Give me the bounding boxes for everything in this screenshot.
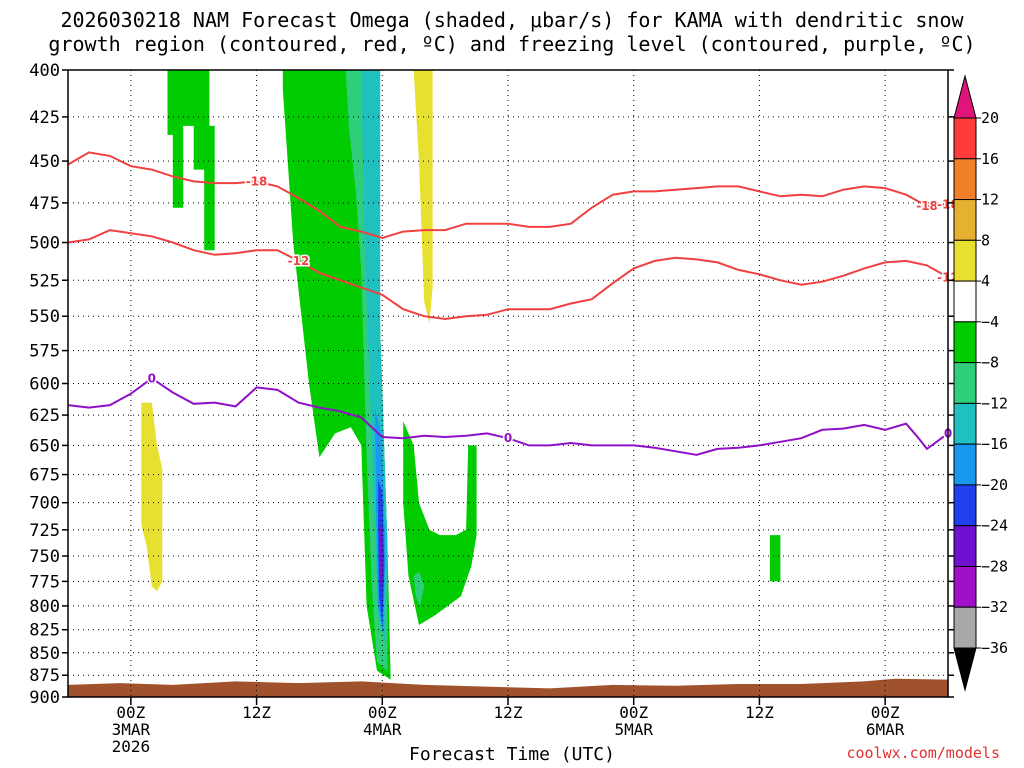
colorbar-bin — [953, 280, 977, 323]
contour-label: -18 — [916, 199, 938, 213]
x-tick-label: 4MAR — [363, 720, 402, 739]
y-tick-label: 725 — [29, 521, 60, 541]
y-tick-label: 700 — [29, 494, 60, 514]
colorbar-bin — [953, 117, 977, 160]
y-tick-label: 825 — [29, 621, 60, 641]
site-credit: coolwx.com/models — [846, 744, 1000, 762]
omega-region — [413, 70, 433, 324]
omega-region — [379, 524, 383, 597]
colorbar: 20 16 12 8 4 −4 −8 −12 −16 −20 −24 −28 −32 −36 — [953, 74, 1008, 692]
terrain-layer — [68, 678, 948, 697]
y-tick-label: 475 — [29, 194, 60, 214]
chart-title: 2026030218 NAM Forecast Omega (shaded, μ… — [48, 8, 976, 56]
contour-label: -18 — [246, 174, 268, 188]
y-tick-label: 425 — [29, 108, 60, 128]
x-tick-label: 6MAR — [866, 720, 905, 739]
colorbar-bin — [953, 402, 977, 445]
y-tick-label: 500 — [29, 234, 60, 254]
y-tick-label: 850 — [29, 644, 60, 664]
y-tick-label: 900 — [29, 688, 60, 708]
colorbar-label: −24 — [981, 517, 1008, 535]
colorbar-label: −4 — [981, 313, 999, 331]
x-tick-label: 5MAR — [614, 720, 653, 739]
colorbar-bin — [953, 362, 977, 404]
colorbar-label: −32 — [981, 598, 1008, 616]
colorbar-bin — [953, 565, 977, 608]
omega-shading-layer — [141, 70, 781, 680]
colorbar-bin — [953, 158, 977, 201]
x-tick-label: 2026 — [112, 737, 151, 756]
colorbar-label: −8 — [981, 354, 999, 372]
omega-region — [167, 70, 215, 251]
colorbar-label: 12 — [981, 191, 999, 209]
y-tick-label: 625 — [29, 406, 60, 426]
colorbar-label: −28 — [981, 557, 1008, 575]
y-tick-label: 650 — [29, 436, 60, 456]
contour-line — [67, 151, 949, 239]
colorbar-top-arrow — [953, 74, 977, 119]
x-axis-title: Forecast Time (UTC) — [409, 744, 615, 765]
y-tick-label: 800 — [29, 597, 60, 617]
x-tick-label: 3MAR — [112, 720, 151, 739]
y-tick-label: 575 — [29, 342, 60, 362]
omega-region — [403, 421, 477, 625]
y-tick-label: 400 — [29, 61, 60, 81]
contour-label: -12 — [288, 254, 310, 268]
terrain-band — [68, 678, 948, 697]
y-tick-label: 675 — [29, 466, 60, 486]
colorbar-label: −36 — [981, 639, 1008, 657]
colorbar-bin — [953, 443, 977, 486]
grid-lines — [68, 70, 948, 697]
colorbar-bin — [953, 239, 977, 282]
y-tick-label: 875 — [29, 666, 60, 686]
colorbar-label: 20 — [981, 109, 999, 127]
colorbar-label: −12 — [981, 394, 1008, 412]
colorbar-label: 4 — [981, 272, 990, 290]
colorbar-bin — [953, 525, 977, 567]
colorbar-bin — [953, 199, 977, 241]
omega-region — [769, 535, 781, 582]
contour-label: 0 — [504, 431, 512, 445]
y-tick-label: 600 — [29, 375, 60, 395]
colorbar-label: 8 — [981, 231, 990, 249]
colorbar-bottom-arrow — [953, 647, 977, 692]
colorbar-bin — [953, 484, 977, 527]
y-tick-label: 775 — [29, 572, 60, 592]
colorbar-label: −16 — [981, 435, 1008, 453]
contour-line — [67, 377, 949, 456]
colorbar-label: −20 — [981, 476, 1008, 494]
x-tick-label: 00Z — [116, 703, 145, 722]
x-tick-label: 12Z — [242, 703, 271, 722]
contour-label: 0 — [148, 371, 156, 385]
y-axis: 400 425 450 475 500 525 550 575 600 625 650 675 700 7… — [29, 61, 954, 708]
colorbar-bin — [953, 606, 977, 649]
colorbar-label: 16 — [981, 150, 999, 168]
x-tick-label: 00Z — [368, 703, 397, 722]
omega-region — [141, 402, 163, 592]
y-tick-label: 550 — [29, 307, 60, 327]
x-tick-label: 12Z — [745, 703, 774, 722]
x-tick-label: 00Z — [619, 703, 648, 722]
x-tick-label: 00Z — [871, 703, 900, 722]
y-tick-label: 450 — [29, 152, 60, 172]
y-tick-label: 750 — [29, 547, 60, 567]
x-tick-label: 12Z — [494, 703, 523, 722]
omega-region — [413, 571, 425, 606]
contour-line — [67, 229, 949, 321]
y-tick-label: 525 — [29, 271, 60, 291]
colorbar-bin — [953, 321, 977, 364]
